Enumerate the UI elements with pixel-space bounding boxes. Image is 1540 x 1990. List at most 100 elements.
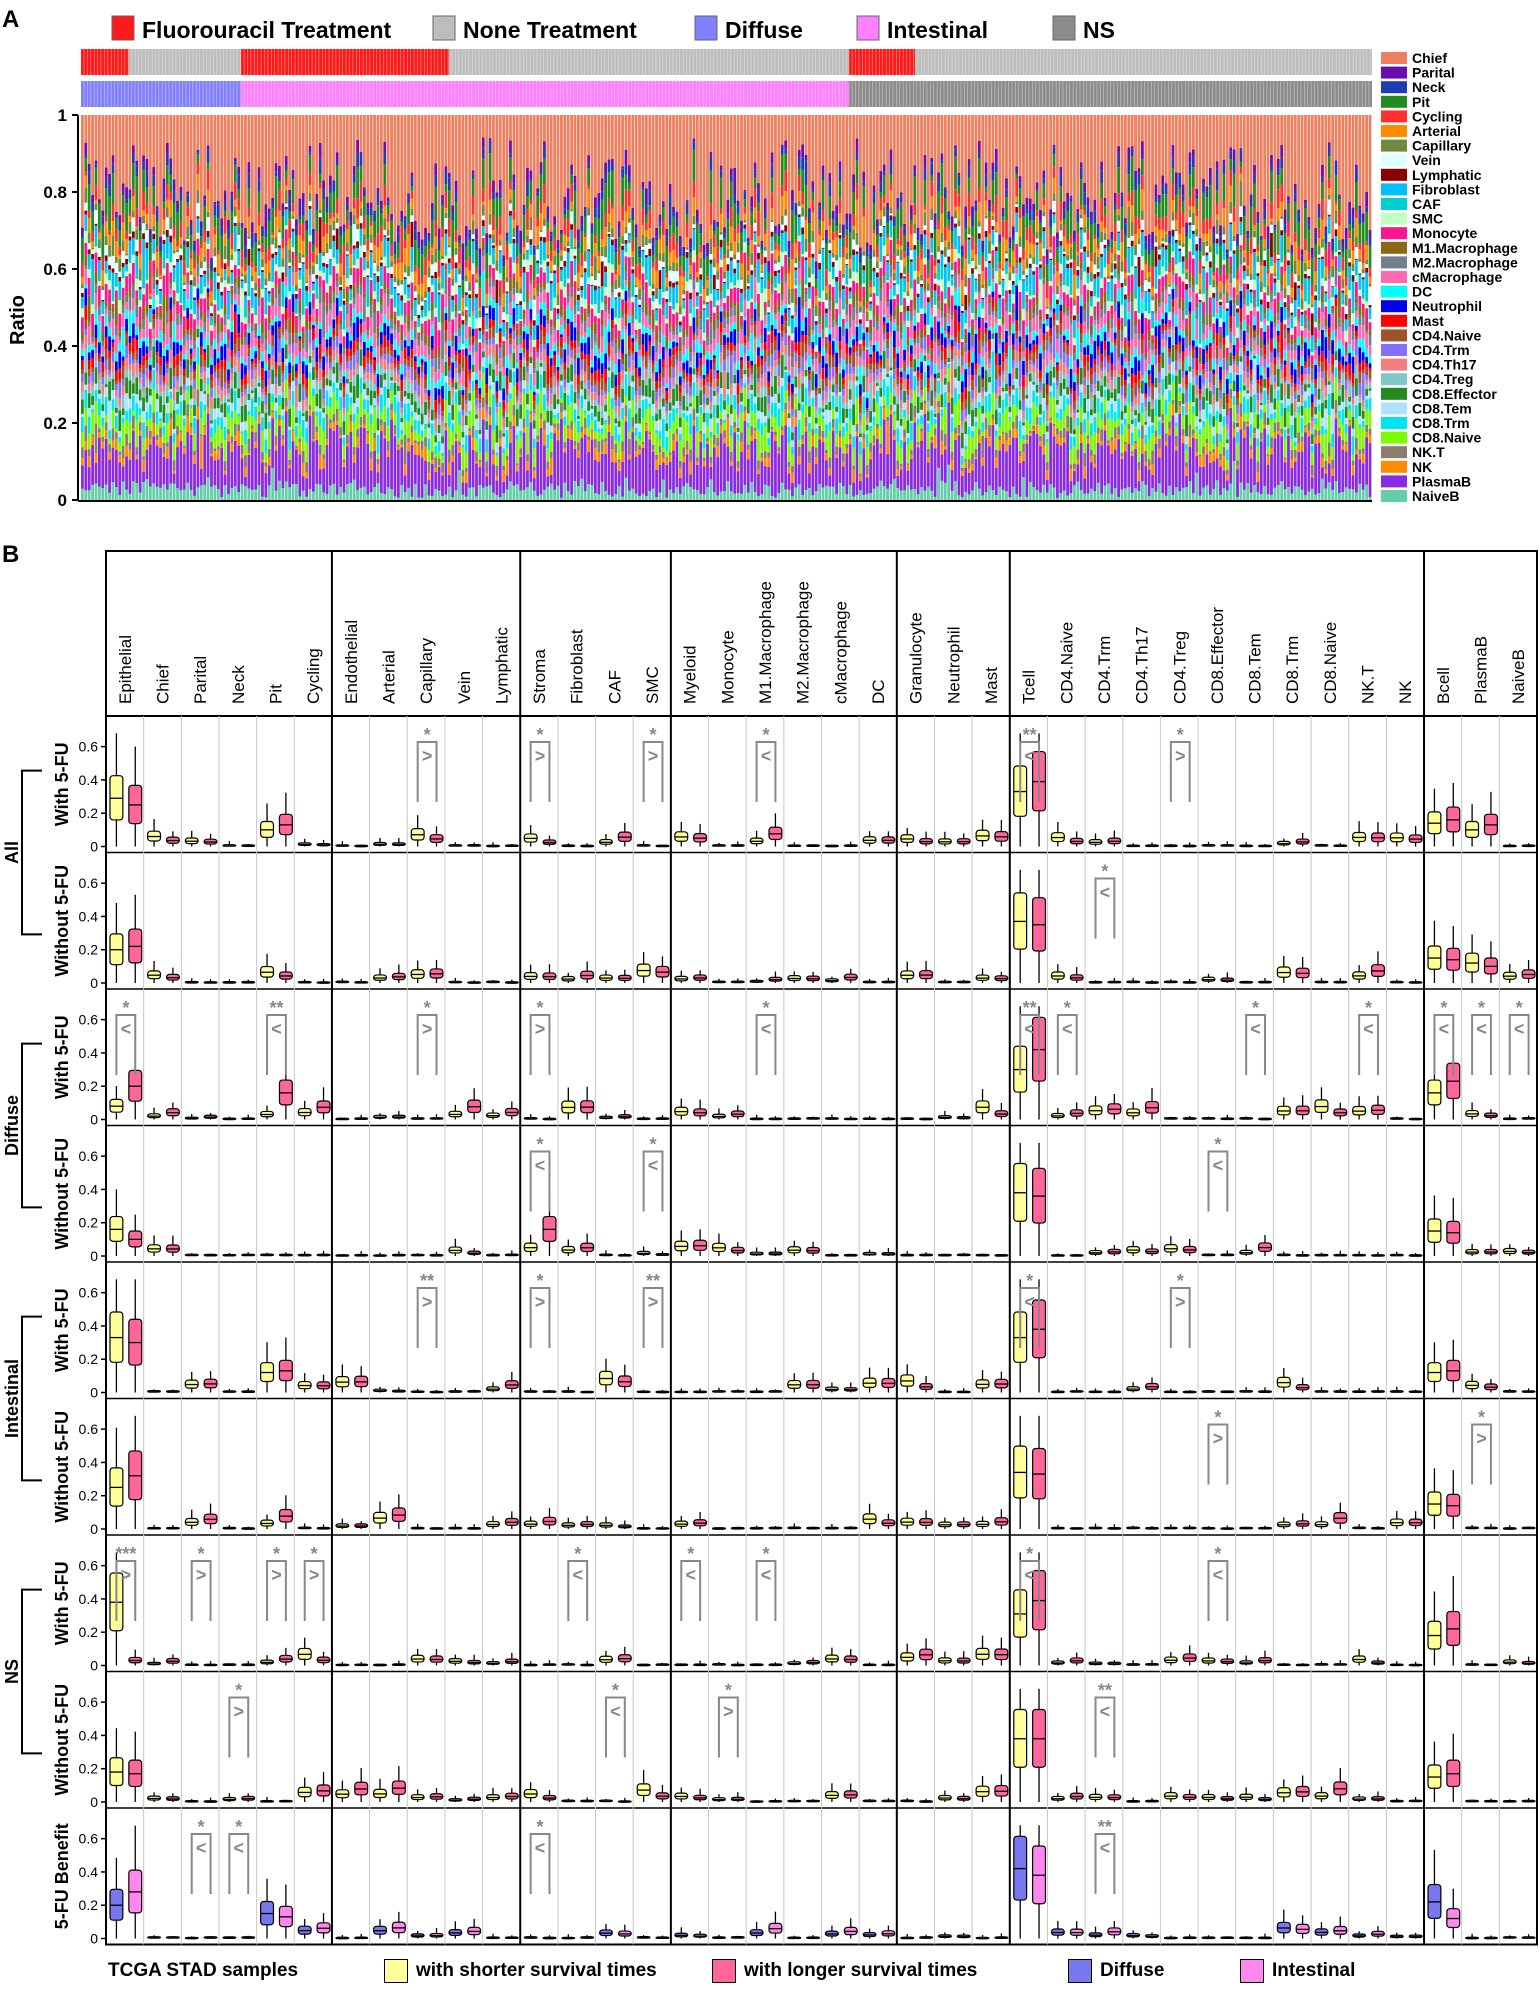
- bar-segment: [362, 296, 366, 322]
- bar-segment: [152, 249, 156, 254]
- bar-segment: [281, 434, 285, 440]
- bar-segment: [128, 313, 132, 337]
- bar-segment: [556, 252, 560, 268]
- bar-segment: [271, 288, 275, 295]
- bar-segment: [451, 220, 455, 257]
- bar-segment: [118, 258, 122, 272]
- bar-segment: [587, 215, 590, 250]
- bar-segment: [308, 314, 312, 322]
- bar-segment: [396, 364, 400, 370]
- bar-segment: [488, 244, 492, 256]
- bar-segment: [587, 389, 590, 395]
- bar-segment: [580, 274, 584, 278]
- bar-segment: [94, 164, 98, 168]
- bar-segment: [352, 403, 356, 414]
- bar-segment: [288, 400, 292, 409]
- bar-segment: [332, 180, 336, 183]
- bar-segment: [288, 219, 292, 239]
- bar-segment: [288, 373, 292, 383]
- bar-segment: [230, 115, 234, 192]
- bar-segment: [410, 367, 414, 380]
- bar-segment: [176, 293, 179, 302]
- bar-segment: [556, 366, 560, 371]
- bar-segment: [284, 190, 288, 204]
- bar-segment: [247, 400, 251, 411]
- bar-segment: [288, 468, 292, 488]
- bar-segment: [135, 251, 139, 256]
- bar-segment: [111, 221, 115, 236]
- bar-segment: [549, 325, 553, 328]
- bar-segment: [264, 404, 268, 410]
- bar-segment: [468, 400, 472, 412]
- bar-segment: [475, 273, 478, 280]
- bar-segment: [451, 497, 455, 500]
- bar-segment: [332, 235, 336, 241]
- bar-segment: [577, 247, 580, 263]
- bar-segment: [182, 275, 186, 283]
- bar-segment: [437, 294, 441, 303]
- bar-segment: [434, 295, 438, 308]
- bar-segment: [206, 285, 210, 289]
- bar-segment: [543, 344, 546, 350]
- bar-segment: [342, 336, 346, 345]
- bar-segment: [91, 304, 94, 314]
- bar-segment: [498, 115, 502, 180]
- bar-segment: [131, 231, 135, 238]
- bar-segment: [454, 282, 458, 295]
- bar-segment: [329, 218, 332, 225]
- bar-segment: [271, 253, 275, 259]
- bar-segment: [464, 275, 468, 282]
- bar-segment: [91, 405, 94, 410]
- bar-segment: [182, 453, 186, 490]
- bar-segment: [577, 314, 580, 330]
- bar-segment: [390, 266, 393, 274]
- bar-segment: [471, 380, 475, 392]
- bar-segment: [546, 309, 550, 321]
- bar-segment: [284, 344, 288, 359]
- bar-segment: [125, 276, 128, 293]
- bar-segment: [359, 165, 363, 182]
- sample-bar: [257, 115, 261, 500]
- bar-segment: [182, 310, 186, 317]
- bar-segment: [386, 288, 390, 295]
- bar-segment: [223, 440, 227, 462]
- bar-segment: [247, 188, 251, 208]
- bar-segment: [345, 443, 349, 447]
- bar-segment: [583, 342, 587, 355]
- bar-segment: [101, 290, 105, 300]
- bar-segment: [216, 489, 220, 500]
- bar-segment: [597, 369, 601, 382]
- bar-segment: [444, 355, 448, 362]
- bar-segment: [298, 336, 302, 339]
- bar-segment: [485, 486, 489, 500]
- sample-bar: [308, 115, 312, 500]
- bar-segment: [396, 345, 400, 356]
- bar-segment: [131, 481, 135, 500]
- bar-segment: [274, 398, 278, 403]
- bar-segment: [91, 270, 94, 305]
- bar-segment: [237, 115, 241, 167]
- bar-segment: [583, 388, 587, 400]
- bar-segment: [97, 314, 101, 322]
- bar-segment: [172, 115, 176, 180]
- bar-segment: [553, 365, 557, 373]
- bar-segment: [312, 388, 315, 397]
- bar-segment: [512, 404, 516, 416]
- bar-segment: [451, 334, 455, 342]
- bar-segment: [288, 459, 292, 465]
- bar-segment: [573, 422, 577, 441]
- bar-segment: [495, 228, 499, 247]
- bar-segment: [515, 225, 519, 233]
- bar-segment: [410, 260, 414, 272]
- bar-segment: [335, 115, 339, 153]
- bar-segment: [515, 328, 519, 336]
- bar-segment: [373, 407, 376, 433]
- bar-segment: [169, 367, 173, 389]
- bar-segment: [543, 302, 546, 316]
- bar-segment: [580, 306, 584, 314]
- bar-segment: [213, 372, 217, 378]
- bar-segment: [315, 115, 319, 195]
- bar-segment: [206, 377, 210, 385]
- bar-segment: [441, 420, 444, 427]
- bar-segment: [131, 298, 135, 310]
